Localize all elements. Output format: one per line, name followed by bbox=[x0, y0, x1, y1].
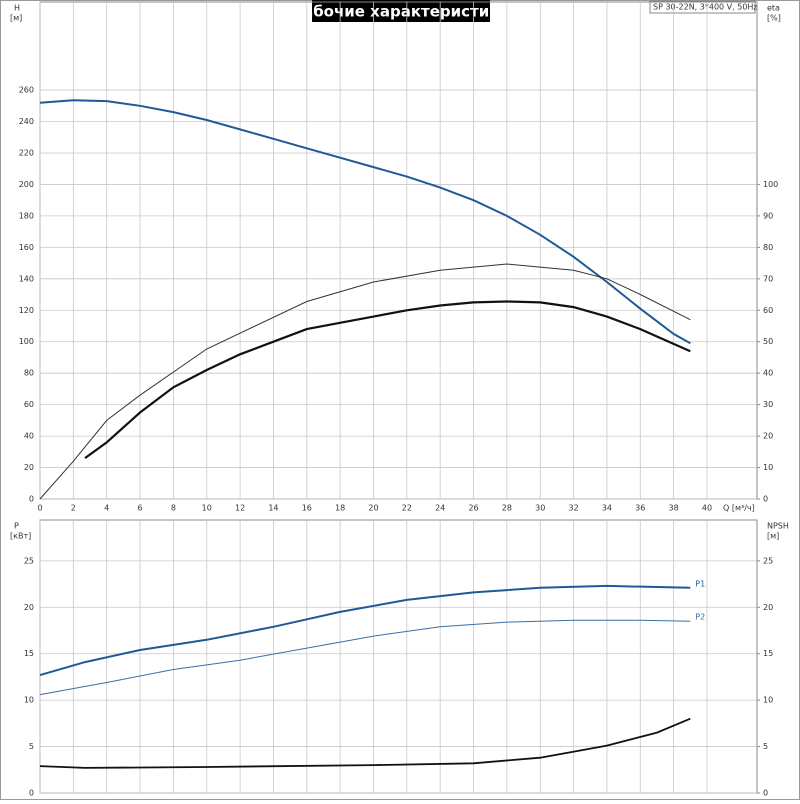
y2-tick-label: 10 bbox=[763, 696, 773, 705]
y-axis-label: P bbox=[14, 522, 19, 531]
y2-axis-unit: [м] bbox=[767, 532, 779, 541]
x-tick-label: 8 bbox=[171, 504, 176, 513]
y2-axis-label: eta bbox=[767, 4, 780, 13]
y2-tick-label: 25 bbox=[763, 556, 773, 565]
y-tick-label: 20 bbox=[24, 463, 34, 472]
y-axis-unit: [м] bbox=[10, 14, 22, 23]
y2-tick-label: 5 bbox=[763, 742, 768, 751]
subtitle-box bbox=[649, 0, 756, 14]
y2-tick-label: 30 bbox=[763, 400, 773, 409]
y-axis-unit: [кВт] bbox=[10, 532, 31, 541]
series-line bbox=[39, 99, 691, 345]
y-tick-label: 25 bbox=[24, 556, 34, 565]
series-line bbox=[84, 300, 691, 459]
y2-tick-label: 20 bbox=[763, 603, 773, 612]
y2-axis-label: NPSH bbox=[767, 522, 789, 531]
x-tick-label: 38 bbox=[669, 504, 679, 513]
y-tick-label: 0 bbox=[29, 789, 34, 798]
x-tick-label: 16 bbox=[302, 504, 312, 513]
y-tick-label: 160 bbox=[19, 243, 34, 252]
y2-tick-label: 20 bbox=[763, 432, 773, 441]
x-tick-label: 40 bbox=[702, 504, 712, 513]
x-tick-label: 20 bbox=[368, 504, 378, 513]
y2-tick-label: 50 bbox=[763, 337, 773, 346]
series-line bbox=[39, 717, 691, 769]
x-tick-label: 30 bbox=[535, 504, 545, 513]
x-tick-label: 32 bbox=[568, 504, 578, 513]
y-axis-label: H bbox=[14, 4, 20, 13]
x-tick-label: 6 bbox=[137, 504, 142, 513]
x-tick-label: 14 bbox=[268, 504, 278, 513]
y-tick-label: 220 bbox=[19, 148, 34, 157]
y2-tick-label: 80 bbox=[763, 243, 773, 252]
x-tick-label: 28 bbox=[502, 504, 512, 513]
y-tick-label: 60 bbox=[24, 400, 34, 409]
y-tick-label: 260 bbox=[19, 86, 34, 95]
title-box bbox=[312, 0, 490, 22]
series-label: P2 bbox=[695, 613, 705, 622]
series-line bbox=[39, 584, 691, 677]
y2-tick-label: 10 bbox=[763, 463, 773, 472]
x-tick-label: 36 bbox=[635, 504, 645, 513]
x-tick-label: 34 bbox=[602, 504, 612, 513]
y2-tick-label: 15 bbox=[763, 649, 773, 658]
y-tick-label: 80 bbox=[24, 369, 34, 378]
y-tick-label: 140 bbox=[19, 274, 34, 283]
y2-tick-label: 0 bbox=[763, 789, 768, 798]
y-tick-label: 40 bbox=[24, 432, 34, 441]
y-tick-label: 180 bbox=[19, 211, 34, 220]
y2-tick-label: 70 bbox=[763, 274, 773, 283]
y-tick-label: 120 bbox=[19, 306, 34, 315]
x-tick-label: 10 bbox=[202, 504, 212, 513]
plot-area bbox=[39, 1, 758, 500]
x-tick-label: 12 bbox=[235, 504, 245, 513]
y-tick-label: 200 bbox=[19, 180, 34, 189]
x-tick-label: 22 bbox=[402, 504, 412, 513]
subtitle: SP 30-22N, 3*400 V, 50Hz bbox=[653, 3, 758, 12]
y2-tick-label: 0 bbox=[763, 495, 768, 504]
y-tick-label: 5 bbox=[29, 742, 34, 751]
x-tick-label: 2 bbox=[71, 504, 76, 513]
x-tick-label: 18 bbox=[335, 504, 345, 513]
y-tick-label: 15 bbox=[24, 649, 34, 658]
y2-tick-label: 90 bbox=[763, 211, 773, 220]
y-tick-label: 20 bbox=[24, 603, 34, 612]
x-tick-label: 26 bbox=[468, 504, 478, 513]
y2-tick-label: 40 bbox=[763, 369, 773, 378]
y2-tick-label: 100 bbox=[763, 180, 778, 189]
y2-tick-label: 60 bbox=[763, 306, 773, 315]
x-axis-label: Q [м³/ч] bbox=[723, 504, 755, 513]
y-tick-label: 100 bbox=[19, 337, 34, 346]
x-tick-label: 4 bbox=[104, 504, 109, 513]
y-tick-label: 0 bbox=[29, 495, 34, 504]
series-line bbox=[39, 619, 691, 696]
y2-axis-unit: [%] bbox=[767, 14, 781, 23]
y-tick-label: 240 bbox=[19, 117, 34, 126]
series-label: P1 bbox=[695, 579, 705, 588]
chart-title: Рабочие характеристики bbox=[292, 3, 510, 21]
x-tick-label: 0 bbox=[37, 504, 42, 513]
x-tick-label: 24 bbox=[435, 504, 445, 513]
y-tick-label: 10 bbox=[24, 696, 34, 705]
series-line bbox=[39, 263, 691, 500]
